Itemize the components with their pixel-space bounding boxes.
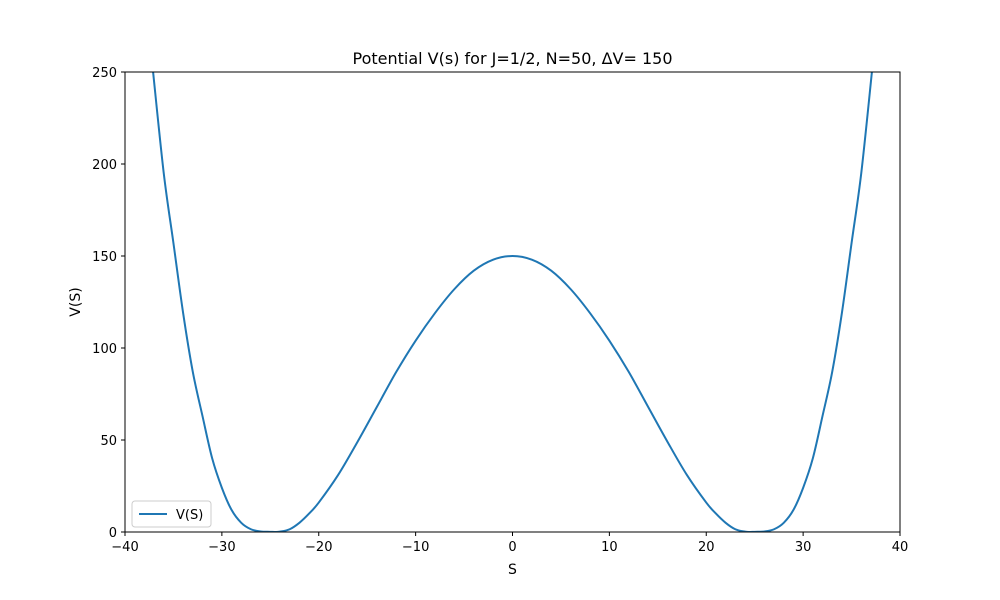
legend-box bbox=[131, 500, 212, 528]
x-tick-label: −40 bbox=[111, 540, 138, 555]
y-tick-label: 250 bbox=[92, 66, 117, 81]
series-layer bbox=[152, 72, 873, 532]
x-tick-label: 30 bbox=[795, 540, 812, 555]
x-axis-label: S bbox=[508, 562, 517, 578]
x-tick-label: 0 bbox=[508, 540, 516, 555]
y-tick-label: 200 bbox=[92, 158, 117, 173]
legend: V(S) bbox=[131, 500, 212, 528]
x-tick-label: −30 bbox=[208, 540, 235, 555]
chart-title: Potential V(s) for J=1/2, N=50, ΔV= 150 bbox=[353, 49, 673, 68]
y-tick-label: 150 bbox=[92, 250, 117, 265]
x-tick-label: 40 bbox=[892, 540, 909, 555]
y-axis-label: V(S) bbox=[68, 287, 84, 316]
x-tick-label: 10 bbox=[601, 540, 618, 555]
x-tick-label: −20 bbox=[305, 540, 332, 555]
x-tick-label: 20 bbox=[698, 540, 715, 555]
x-tick-label: −10 bbox=[402, 540, 429, 555]
y-axis: 0 50 100 150 200 250 bbox=[92, 66, 125, 541]
x-axis: −40 −30 −20 −10 0 10 20 30 40 bbox=[111, 532, 908, 555]
y-tick-label: 50 bbox=[100, 434, 117, 449]
y-tick-label: 0 bbox=[109, 526, 117, 541]
y-tick-label: 100 bbox=[92, 342, 117, 357]
series-line-v-s bbox=[152, 72, 873, 532]
legend-label: V(S) bbox=[176, 508, 203, 523]
